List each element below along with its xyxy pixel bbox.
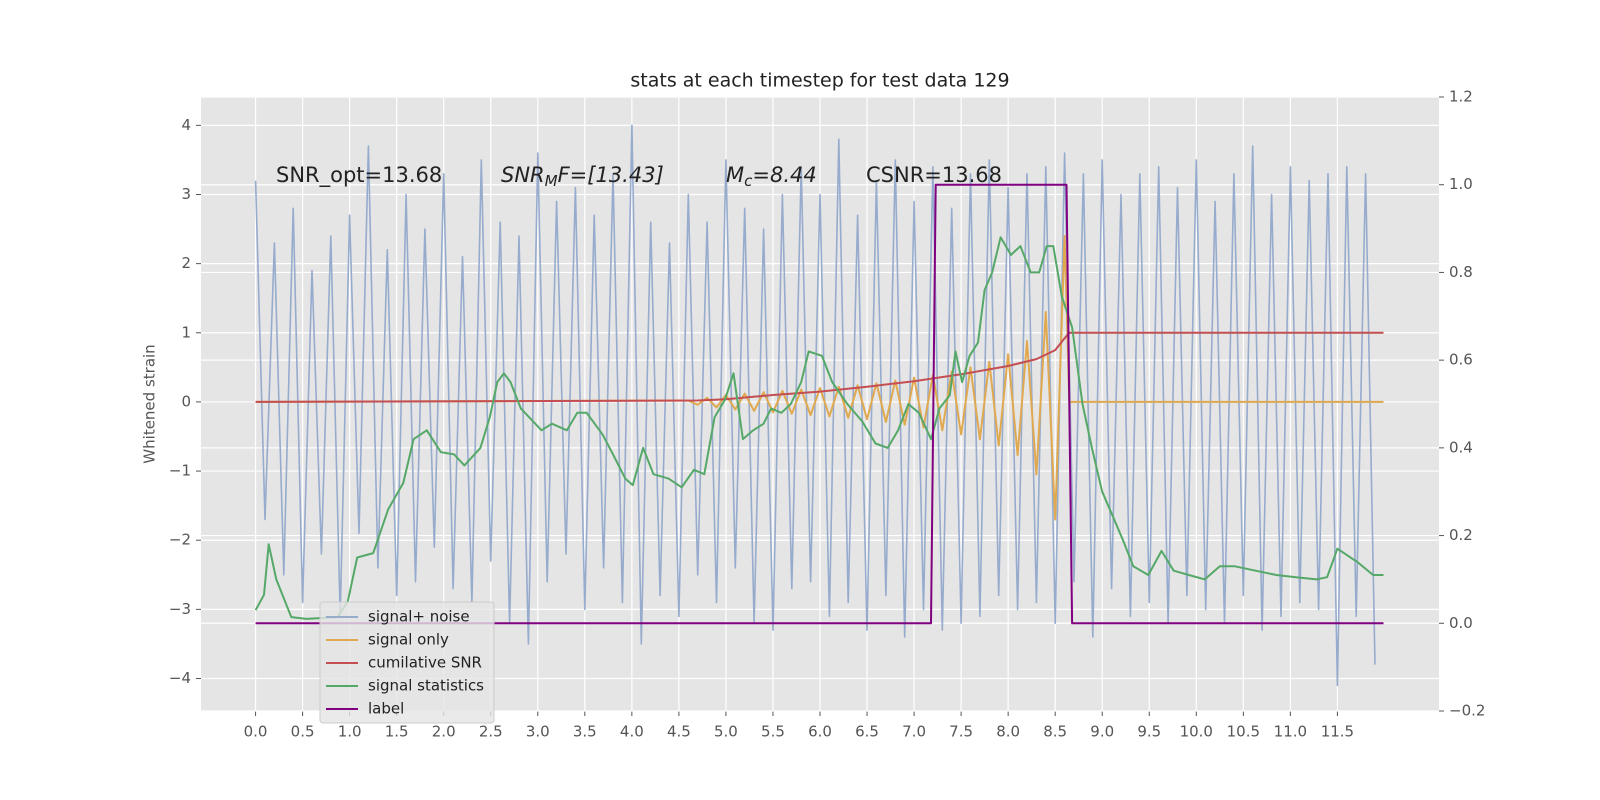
x-tick-label: 1.5 [385, 723, 409, 741]
x-tick-label: 7.5 [949, 723, 973, 741]
x-tick-label: 2.0 [432, 723, 456, 741]
y2-tick-label: 0.0 [1449, 614, 1473, 632]
annotation-sub: M [545, 172, 558, 190]
x-tick-label: 6.0 [808, 723, 832, 741]
legend-label: signal+ noise [368, 608, 470, 626]
y2-tick-label: 0.6 [1449, 351, 1473, 369]
annotation: SNRMF=[13.43] [501, 163, 664, 190]
x-tick-label: 10.5 [1227, 723, 1260, 741]
y2-tick-label: −0.2 [1449, 702, 1485, 720]
series-line [255, 183, 1384, 625]
annotation-part: M [726, 163, 744, 187]
x-tick-label: 3.0 [526, 723, 550, 741]
x-tick-label: 0.0 [244, 723, 268, 741]
series-line [255, 331, 1384, 403]
annotation: CSNR=13.68 [866, 163, 1002, 187]
chart-title: stats at each timestep for test data 129 [630, 70, 1009, 92]
annotation: Mc=8.44 [726, 163, 817, 190]
x-tick-label: 9.5 [1137, 723, 1161, 741]
annotation-sub: c [744, 172, 753, 190]
y-tick-label: 0 [181, 392, 191, 410]
y2-tick-label: 1.2 [1449, 88, 1473, 106]
x-tick-label: 11.5 [1321, 723, 1354, 741]
x-tick-label: 1.0 [338, 723, 362, 741]
y2-tick-label: 0.2 [1449, 526, 1473, 544]
annotation-part: SNR [501, 163, 545, 187]
x-tick-label: 5.5 [761, 723, 785, 741]
legend-label: cumilative SNR [368, 654, 482, 672]
x-tick-label: 10.0 [1180, 723, 1213, 741]
x-tick-label: 11.0 [1274, 723, 1307, 741]
y2-tick-label: 0.8 [1449, 263, 1473, 281]
y-tick-label: −4 [169, 669, 191, 687]
x-tick-label: 9.0 [1090, 723, 1114, 741]
x-tick-label: 4.0 [620, 723, 644, 741]
y-tick-label: 2 [181, 254, 191, 272]
y-tick-label: 4 [181, 116, 191, 134]
y2-tick-label: 1.0 [1449, 175, 1473, 193]
x-tick-label: 3.5 [573, 723, 597, 741]
annotation: SNR_opt=13.68 [276, 163, 442, 188]
y2-tick-label: 0.4 [1449, 438, 1473, 456]
annotation-part: =8.44 [752, 163, 816, 187]
x-tick-label: 4.5 [667, 723, 691, 741]
x-tick-label: 0.5 [291, 723, 315, 741]
series-line [254, 124, 1376, 687]
legend-box [319, 601, 495, 724]
x-tick-label: 8.5 [1043, 723, 1067, 741]
series-line [254, 236, 1384, 620]
x-tick-label: 7.0 [902, 723, 926, 741]
x-tick-label: 5.0 [714, 723, 738, 741]
y-tick-label: 3 [181, 185, 191, 203]
y-tick-label: −1 [169, 462, 191, 480]
y-tick-label: −2 [169, 531, 191, 549]
annotation-part: F=[13.43] [558, 163, 664, 187]
y-axis-label: Whitened strain [141, 344, 159, 463]
x-tick-label: 2.5 [479, 723, 503, 741]
x-tick-label: 8.0 [996, 723, 1020, 741]
x-tick-label: 6.5 [855, 723, 879, 741]
y-tick-label: 1 [181, 323, 191, 341]
legend-label: signal statistics [368, 677, 484, 695]
y-tick-label: −3 [169, 600, 191, 618]
legend-label: signal only [368, 631, 449, 649]
legend-label: label [368, 700, 404, 718]
